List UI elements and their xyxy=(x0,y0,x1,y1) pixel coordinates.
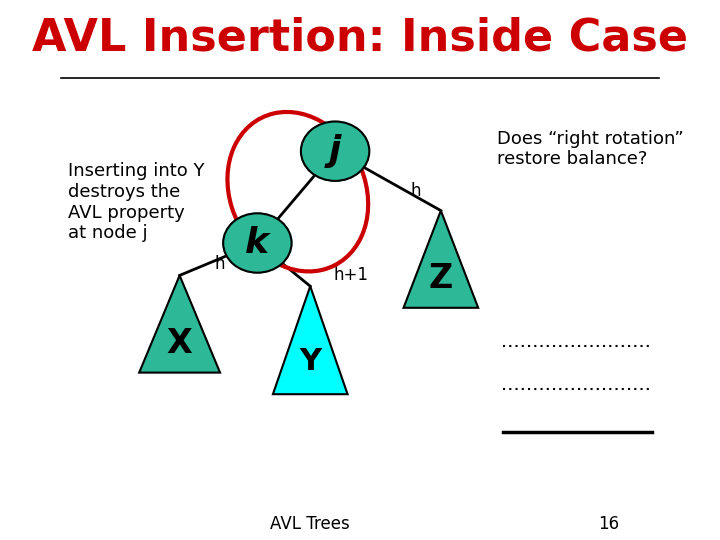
Circle shape xyxy=(301,122,369,181)
Polygon shape xyxy=(273,286,348,394)
Polygon shape xyxy=(139,275,220,373)
Text: Inserting into Y
destroys the
AVL property
at node j: Inserting into Y destroys the AVL proper… xyxy=(68,162,204,242)
Text: k: k xyxy=(246,226,269,260)
Text: h: h xyxy=(410,182,421,200)
Text: AVL Insertion: Inside Case: AVL Insertion: Inside Case xyxy=(32,16,688,59)
Text: h: h xyxy=(215,255,225,273)
Text: Y: Y xyxy=(300,347,321,376)
Text: AVL Trees: AVL Trees xyxy=(271,515,350,533)
Circle shape xyxy=(223,213,292,273)
Text: j: j xyxy=(329,134,341,168)
Text: 16: 16 xyxy=(598,515,619,533)
Polygon shape xyxy=(403,211,478,308)
Text: Does “right rotation”
restore balance?: Does “right rotation” restore balance? xyxy=(497,130,683,168)
Text: Z: Z xyxy=(428,262,453,295)
Text: h+1: h+1 xyxy=(333,266,368,284)
Text: X: X xyxy=(167,327,192,360)
